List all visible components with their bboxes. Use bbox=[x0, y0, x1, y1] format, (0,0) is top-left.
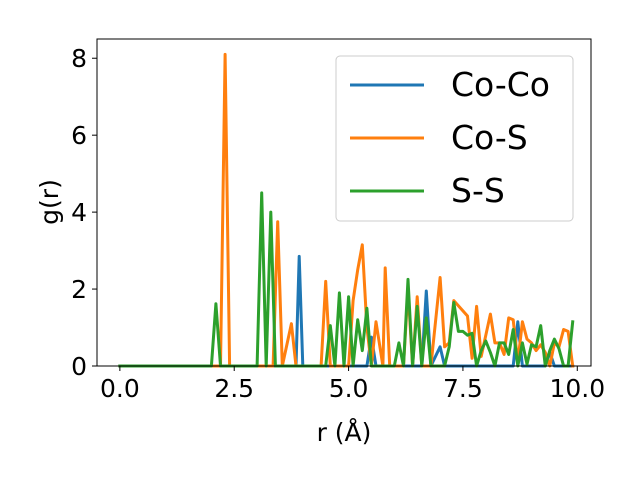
legend-label: S-S bbox=[451, 171, 505, 210]
y-axis-title: g(r) bbox=[35, 179, 64, 225]
y-tick-label: 6 bbox=[71, 121, 87, 150]
legend: Co-Co Co-S S-S bbox=[335, 55, 574, 222]
x-tick-label: 5.0 bbox=[329, 374, 369, 403]
y-tick-label: 4 bbox=[71, 198, 87, 227]
legend-label: Co-S bbox=[451, 118, 528, 157]
plot-frame bbox=[96, 38, 592, 367]
x-tick-label: 2.5 bbox=[214, 374, 254, 403]
y-tick-label: 0 bbox=[71, 352, 87, 381]
x-tick-label: 10.0 bbox=[549, 374, 605, 403]
x-tick-label: 7.5 bbox=[443, 374, 483, 403]
y-tick-label: 2 bbox=[71, 275, 87, 304]
y-axis: 0 2 4 6 8 bbox=[71, 44, 97, 381]
y-tick-label: 8 bbox=[71, 44, 87, 73]
legend-box bbox=[335, 55, 574, 222]
legend-label: Co-Co bbox=[451, 65, 550, 104]
x-axis-title: r (Å) bbox=[317, 418, 372, 447]
x-axis: 0.0 2.5 5.0 7.5 10.0 bbox=[100, 366, 605, 403]
x-tick-label: 0.0 bbox=[100, 374, 140, 403]
